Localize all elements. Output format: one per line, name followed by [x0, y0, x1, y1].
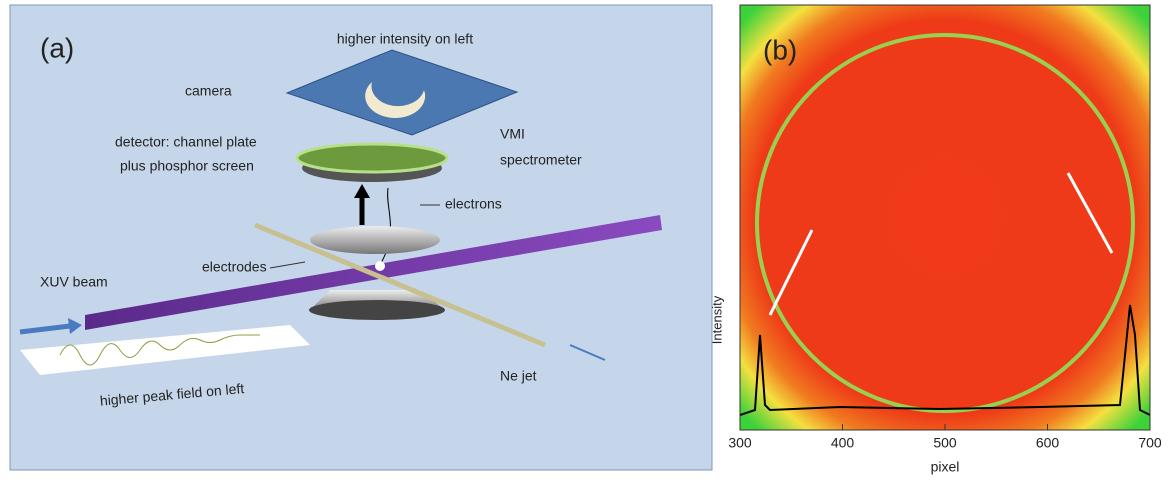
focus	[375, 261, 385, 271]
x-tick-label: 300	[728, 435, 752, 451]
detector	[297, 144, 447, 172]
label: VMI	[500, 126, 525, 142]
label: electrons	[445, 196, 502, 212]
label: XUV beam	[40, 274, 108, 290]
label: camera	[185, 83, 232, 99]
vmi-image	[740, 5, 1150, 430]
x-tick-label: 400	[831, 435, 855, 451]
label: electrodes	[202, 259, 267, 275]
page: {"panel_a": {"label": "(a)", "labels": {…	[0, 0, 1168, 483]
x-label: pixel	[931, 459, 960, 475]
electrode-top	[310, 226, 440, 254]
x-tick-label: 500	[933, 435, 957, 451]
electrode-base	[309, 300, 445, 320]
label: detector: channel plate	[115, 134, 257, 150]
label: spectrometer	[500, 152, 582, 168]
label: higher intensity on left	[337, 31, 473, 47]
label: Ne jet	[500, 368, 537, 384]
x-tick-label: 600	[1036, 435, 1060, 451]
figure: (a) higher intensity on left camera dete…	[0, 0, 1168, 483]
image-bg	[740, 5, 1150, 430]
panel-label: (a)	[40, 32, 74, 63]
y-label: Intensity	[709, 295, 724, 344]
panel-label: (b)	[763, 34, 797, 65]
label: plus phosphor screen	[120, 158, 254, 174]
x-tick-label: 700	[1138, 435, 1162, 451]
